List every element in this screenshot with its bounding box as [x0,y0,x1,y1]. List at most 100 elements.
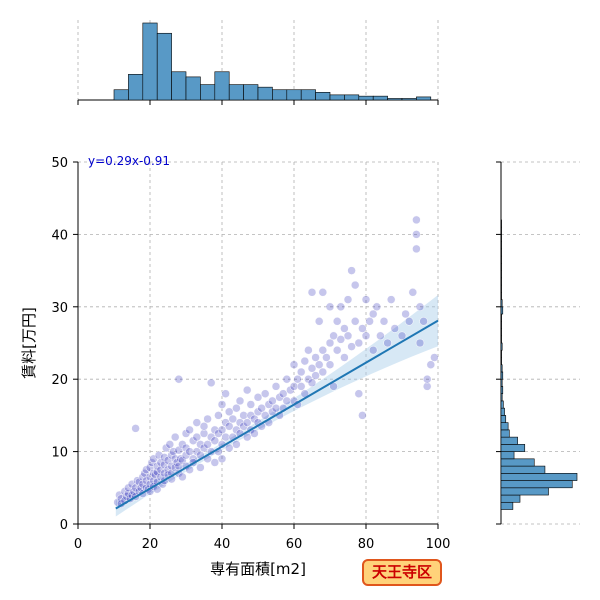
scatter-point [242,432,252,442]
scatter-point [210,436,220,445]
y-hist-bar [500,328,502,337]
scatter-point [242,385,252,395]
scatter-point [185,425,194,435]
scatter-point [214,411,223,420]
y-tick-label: 20 [51,373,68,388]
y-hist-bar [500,241,502,250]
x-hist-bar [416,96,432,101]
scatter-point [242,418,252,427]
scatter-point [336,335,346,344]
scatter-point [131,424,140,433]
scatter-point [199,422,209,431]
y-hist-bar [500,277,502,286]
scatter-point [422,382,432,391]
scatter-point [206,378,216,388]
y-hist-bar [500,473,578,481]
scatter-point [379,317,389,326]
scatter-point [361,295,371,304]
scatter-point [350,317,360,326]
marginal-x-histogram [113,22,432,101]
scatter-point [412,230,421,239]
x-hist-bar [200,84,216,101]
scatter-point [325,338,335,348]
scatter-point [311,353,320,362]
scatter-point [419,317,428,326]
scatter-point [401,309,410,319]
scatter-point [232,425,241,435]
y-hist-bar [500,371,504,380]
scatter-point [260,389,270,398]
scatter-point [257,403,266,413]
scatter-point [160,453,169,462]
x-hist-bar [128,74,144,101]
y-tick-label: 40 [51,228,68,243]
scatter-point [293,374,302,384]
scatter-point [206,432,216,442]
scatter-point [192,447,202,456]
scatter-point [221,432,230,442]
scatter-point [365,317,374,326]
scatter-point [232,403,241,413]
scatter-point [203,440,212,449]
scatter-point [314,317,324,326]
x-tick-label: 100 [426,537,451,552]
regression-line [115,319,439,510]
scatter-point [210,458,220,467]
scatter-point [178,472,187,482]
y-hist-bar [500,364,503,373]
scatter-point [286,385,295,395]
x-hist-bar [372,95,388,101]
scatter-point [332,317,342,326]
scatter-point [296,367,306,377]
scatter-point [304,345,313,355]
scatter-point [340,353,349,362]
scatter-point [152,461,162,471]
scatter-point [304,374,313,384]
scatter-point [165,440,175,449]
scatter-point [268,396,277,406]
scatter-point [217,425,227,435]
y-tick-label: 50 [51,156,68,171]
scatter-point [156,472,166,482]
scatter-point [250,414,259,424]
scatter-point [354,338,364,348]
scatter-point [386,295,396,304]
x-hist-bar [358,95,374,101]
scatter-point [246,411,256,420]
scatter-point [199,443,209,453]
x-hist-bar [156,32,172,101]
x-hist-bar [228,84,244,101]
scatter-point [397,331,407,341]
y-hist-bar [500,255,502,264]
scatter-point [188,436,198,445]
y-hist-bar [500,219,502,228]
scatter-point [260,411,270,420]
x-hist-bar [257,86,273,101]
x-hist-bar [315,92,331,101]
scatter-point [160,460,169,469]
scatter-point [271,403,281,413]
y-hist-bar [500,349,502,358]
scatter-point [408,288,418,297]
y-hist-bar [500,306,504,315]
scatter-point [224,422,234,431]
scatter-point [264,400,274,409]
y-hist-bar [500,436,518,445]
x-tick-label: 80 [358,537,375,552]
scatter-point [358,411,367,420]
y-hist-bar [500,407,505,416]
y-hist-bar [500,386,504,394]
y-hist-bar [500,487,549,496]
y-hist-bar [500,335,502,344]
x-hist-bar [300,89,316,101]
scatter-point [163,465,173,474]
x-hist-bar [272,89,288,101]
y-hist-bar [500,234,502,242]
scatter-point [181,429,191,438]
scatter-point [224,443,234,453]
x-hist-bar [344,94,360,101]
y-hist-bar [500,458,535,467]
x-hist-bar [401,98,417,101]
scatter-point [161,443,171,453]
x-hist-bar [113,89,129,101]
